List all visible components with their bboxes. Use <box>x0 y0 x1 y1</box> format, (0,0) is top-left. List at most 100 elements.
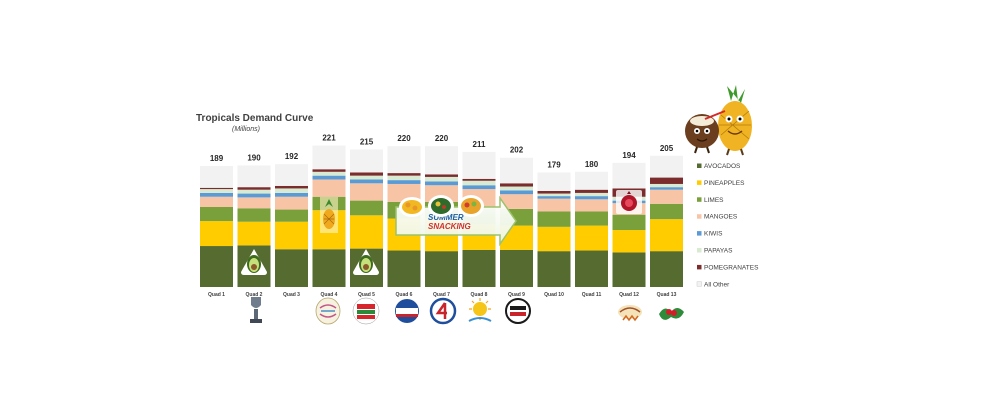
bar-segment <box>462 151 496 179</box>
bar-segment <box>387 173 421 176</box>
legend-label: KIWIS <box>704 231 723 238</box>
bar-segment <box>350 200 383 216</box>
total-label: 202 <box>510 146 524 155</box>
bar-segment <box>650 203 683 220</box>
fruit-salad-icon <box>458 195 484 217</box>
bar-segment <box>462 178 496 181</box>
cinco-de-mayo-badge <box>352 297 380 325</box>
x-tick-label: Quad 13 <box>657 292 677 298</box>
bar-segment <box>575 250 608 287</box>
bar-segment <box>312 179 346 197</box>
x-tick-label: Quad 2 <box>246 292 263 298</box>
bar-segment <box>425 181 458 186</box>
bar-segment <box>425 251 458 287</box>
summer-sun-badge <box>468 298 492 322</box>
bar-segment <box>275 192 308 197</box>
bar-segment <box>387 175 421 181</box>
bar-segment <box>237 165 271 188</box>
bar-segment <box>612 214 646 231</box>
bar-segment <box>275 188 308 193</box>
bar-segment <box>350 149 383 173</box>
labor-day-badge <box>505 298 531 324</box>
salad-bowl-icon <box>428 195 454 217</box>
bar-segment <box>537 211 571 227</box>
bar-segment <box>200 187 233 190</box>
bar-segment <box>500 194 533 209</box>
bar-segment <box>500 186 533 191</box>
bar-segment <box>275 196 308 210</box>
bar-segment <box>612 162 646 189</box>
bar-segment <box>575 225 608 251</box>
bar-segment <box>500 190 533 195</box>
bar-segment <box>275 164 308 186</box>
bar-segment <box>500 183 533 187</box>
x-tick-label: Quad 1 <box>208 292 225 298</box>
bar-segment <box>650 155 683 178</box>
bar-segment <box>237 208 271 222</box>
x-tick-label: Quad 6 <box>396 292 413 298</box>
total-labels: 189 190 192 221 215 220 220 211 202 179 180 194 205 <box>210 134 674 170</box>
legend-swatch <box>697 163 702 168</box>
bar-segment <box>575 196 608 200</box>
bar-segment <box>650 219 683 252</box>
bar-segment <box>650 177 683 184</box>
bar-segment <box>237 187 271 190</box>
legend-label: PINEAPPLES <box>704 180 745 187</box>
bar-segment <box>425 146 458 175</box>
legend-swatch <box>697 214 702 219</box>
snack-bowl-icons <box>399 195 484 217</box>
bar-segment <box>612 252 646 287</box>
x-tick-label: Quad 5 <box>358 292 375 298</box>
bar-segment <box>200 207 233 222</box>
bar-segment <box>537 172 571 191</box>
bar-segment <box>200 166 233 188</box>
x-tick-label: Quad 12 <box>619 292 639 298</box>
bar-segment <box>537 198 571 212</box>
legend-swatch <box>697 197 702 202</box>
bar-segment <box>200 196 233 207</box>
legend-swatch <box>696 281 702 287</box>
fourth-of-july-badge <box>429 297 457 325</box>
bar-segment <box>537 196 571 199</box>
happy-easter-badge <box>315 297 341 325</box>
bar-segment <box>537 191 571 194</box>
bar-segment <box>387 250 421 287</box>
bar-segment <box>575 189 608 193</box>
legend-label: PAPAYAS <box>704 248 733 255</box>
x-tick-label: Quad 8 <box>471 292 488 298</box>
bar-segment <box>650 189 683 204</box>
total-label: 215 <box>360 137 374 146</box>
chart-subtitle: (Millions) <box>232 126 260 133</box>
bar-segment <box>650 187 683 190</box>
bar-segment <box>350 175 383 180</box>
bar-segment <box>237 221 271 246</box>
bar-segment <box>537 226 571 252</box>
x-tick-label: Quad 10 <box>544 292 564 298</box>
total-label: 179 <box>547 160 561 169</box>
chips-bowl-icon <box>399 197 425 217</box>
total-label: 205 <box>660 144 674 153</box>
bar-segment <box>387 146 421 174</box>
total-label: 189 <box>210 154 224 163</box>
bar-segment <box>462 249 496 287</box>
total-label: 194 <box>622 151 636 160</box>
avocado-icon <box>241 249 267 275</box>
coconut-pineapple-mascots-icon <box>685 85 752 156</box>
total-label: 211 <box>473 140 486 149</box>
total-label: 220 <box>435 134 449 143</box>
x-tick-label: Quad 11 <box>582 292 602 298</box>
bar-segment <box>312 175 346 180</box>
bar-segment <box>275 185 308 189</box>
bar-segment <box>425 176 458 182</box>
bar-segment <box>537 251 571 287</box>
bar-segment <box>387 180 421 184</box>
bar-segment <box>200 221 233 247</box>
bar-stack <box>612 162 646 287</box>
chart-title: Tropicals Demand Curve <box>196 113 314 124</box>
bar-segment <box>275 221 308 250</box>
summer-snacking-arrow: SUMMER SNACKING <box>395 195 517 247</box>
bar-segment <box>462 185 496 190</box>
bar-segment <box>200 189 233 193</box>
legend-label: All Other <box>704 281 730 288</box>
